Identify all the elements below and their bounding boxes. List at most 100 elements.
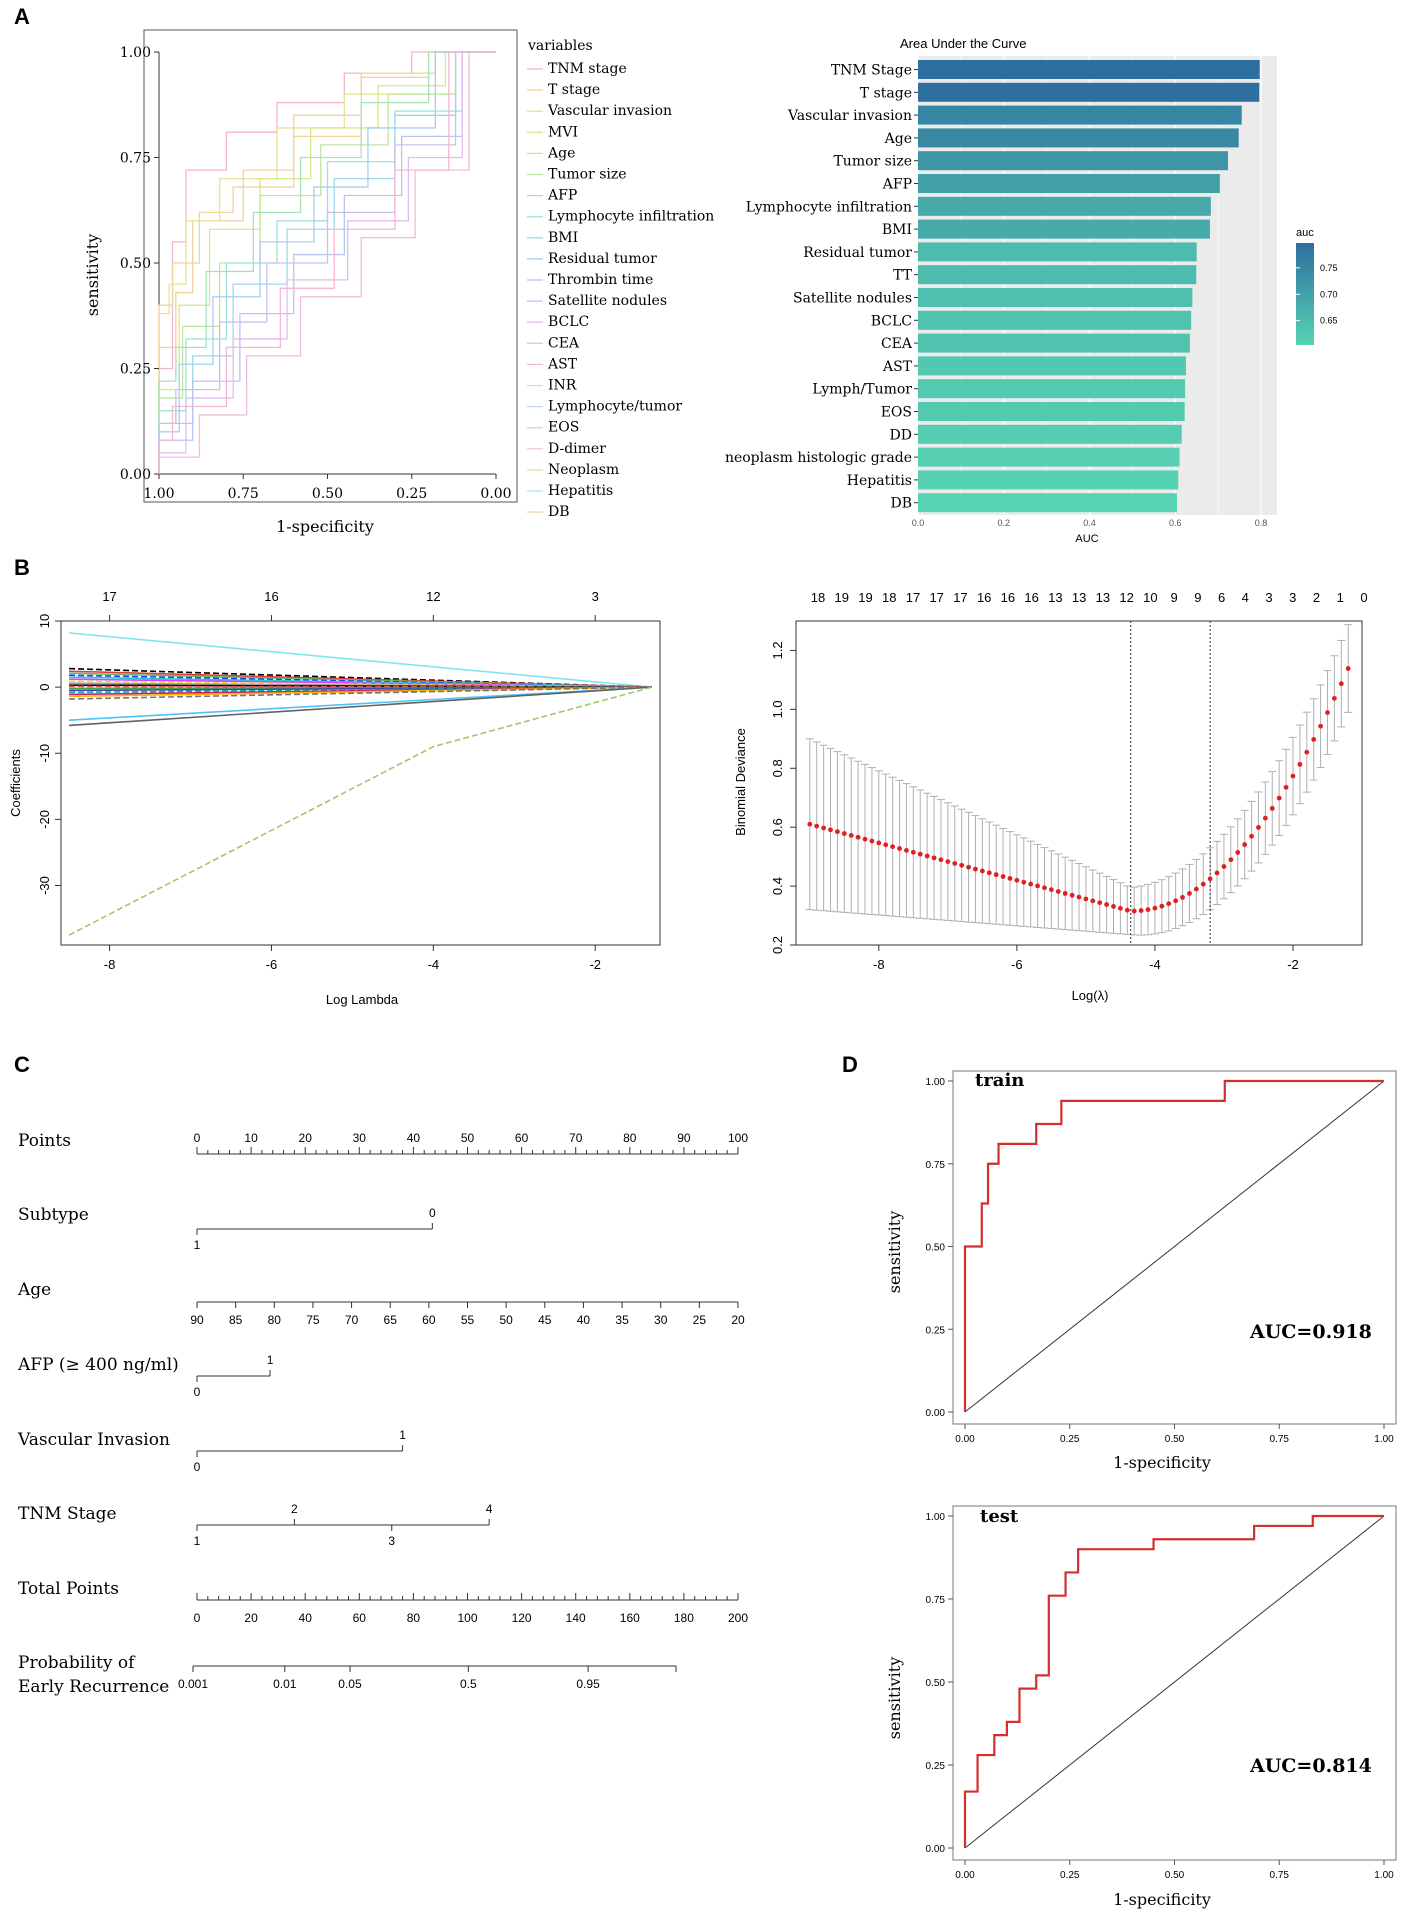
roc-legend: TNM stage T stage Vascular invasion MVI Age T… [527, 61, 714, 520]
train-auc-annotation: AUC=0.918 [1249, 1321, 1372, 1343]
cv-deviance-point [1111, 904, 1116, 909]
lasso-path [69, 667, 652, 688]
roc-x-tick-label: 0.25 [1060, 1434, 1080, 1445]
nomogram-tick-label: 2 [291, 1502, 298, 1516]
cv-x-tick-label: -2 [1287, 957, 1299, 972]
cv-x-tick-label: -6 [1011, 957, 1023, 972]
cv-deviance-point [1000, 874, 1006, 879]
roc-y-tick-label: 0.00 [926, 1844, 946, 1855]
lasso-x-tick-label: -4 [428, 957, 440, 972]
roc-curve [158, 51, 496, 474]
cv-deviance-point [1062, 890, 1068, 896]
cv-lambda-lines [1130, 621, 1211, 945]
nomogram-tick-label: 100 [728, 1131, 748, 1145]
cv-y-tick-label: 1.0 [770, 700, 785, 718]
roc-legend-entry: INR [548, 378, 577, 394]
auc-plot-background [918, 56, 1277, 515]
cv-deviance-point [945, 859, 951, 865]
auc-bar [918, 128, 1239, 148]
cv-deviance-point [1331, 695, 1337, 701]
cv-y-tick-label: 0.6 [770, 818, 785, 836]
cv-x-ticks: -8 -6 -4 -2 [873, 945, 1299, 972]
nomogram-tick-label: 25 [693, 1313, 707, 1327]
roc-y-tick-label: 0.25 [926, 1761, 946, 1772]
nomogram-tick-label: 80 [623, 1131, 637, 1145]
nomogram-tick-label: 60 [515, 1131, 529, 1145]
train-title: train [975, 1070, 1024, 1091]
lasso-y-tick-label: -30 [37, 876, 52, 895]
cv-deviance-point [1090, 898, 1096, 904]
nomogram-row-label-line: Probability of [18, 1653, 136, 1673]
lasso-y-tick-label: 0 [37, 684, 52, 691]
auc-x-ticks: 0.0 0.2 0.4 0.6 0.8 [912, 518, 1268, 528]
auc-category-labels: TNM Stage T stage Vascular invasion Age Tumo… [725, 63, 918, 512]
nomogram-tick-label: 160 [620, 1611, 640, 1625]
cv-deviance-point [1083, 896, 1089, 902]
nomogram-tick-label: 50 [499, 1313, 513, 1327]
cv-deviance-point [938, 857, 944, 863]
roc-curve [158, 51, 496, 474]
cv-deviance-point [986, 870, 992, 876]
cv-deviance-point [952, 861, 958, 866]
nomogram-row-label: Vascular Invasion [17, 1430, 170, 1450]
roc-y-tick-label: 0.50 [120, 256, 151, 272]
cv-deviance-point [835, 829, 840, 835]
lasso-path [69, 632, 652, 688]
cv-deviance-point [904, 847, 909, 853]
cv-deviance-point [869, 838, 875, 844]
cv-deviance-point [807, 821, 813, 827]
nomogram-tick-label: 0.95 [576, 1677, 600, 1691]
panel-label-c: C [14, 1052, 30, 1077]
nomogram-tick-label: 1 [194, 1238, 201, 1252]
roc-legend-entry: Satellite nodules [548, 293, 667, 309]
nomogram-tick-label: 10 [244, 1131, 258, 1145]
auc-category-label: Lymphocyte infiltration [746, 199, 912, 215]
cv-deviance-point [1180, 894, 1185, 900]
roc-legend-entry: D-dimer [548, 441, 606, 457]
auc-category-label: AFP [882, 177, 912, 193]
cv-deviance-point [828, 827, 833, 833]
cv-deviance-point [1276, 795, 1282, 801]
cv-plot-frame [795, 620, 1363, 946]
auc-bar [918, 356, 1186, 376]
lasso-top-tick-label: 17 [102, 589, 116, 604]
cv-deviance-point [1269, 805, 1275, 811]
cv-deviance-point [1166, 901, 1172, 907]
auc-bar [918, 333, 1190, 353]
cv-top-ticks: 18 19 19 18 17 17 17 16 16 16 13 13 13 12 10 9 9 6 4 3 3 2 1 0 [811, 590, 1368, 605]
cv-deviance-point [1069, 892, 1075, 898]
panel-d-train-roc-chart: 0.00 0.25 0.50 0.75 1.00 0.00 0.25 0.50 0.75 1.00… [885, 1070, 1397, 1472]
lasso-path [69, 685, 652, 688]
lasso-x-tick-label: -8 [104, 957, 116, 972]
roc-legend-entry: TNM stage [548, 61, 627, 77]
cv-top-tick-label: 16 [977, 590, 991, 605]
cv-deviance-point [855, 834, 861, 840]
nomogram-tick-label: 40 [407, 1131, 421, 1145]
auc-bar [918, 219, 1210, 239]
roc-curve [158, 51, 496, 474]
cv-deviance-point [1311, 737, 1317, 742]
roc-curve [158, 51, 496, 474]
lasso-top-tick-label: 12 [426, 589, 440, 604]
colorbar-ticks: 0.75 0.70 0.65 [1296, 263, 1338, 326]
cv-deviance-point [993, 872, 999, 878]
lasso-plot-frame [60, 620, 661, 946]
roc-x-tick-label: 0.50 [312, 486, 343, 502]
cv-top-tick-label: 1 [1337, 590, 1344, 605]
roc-y-tick-label: 0.00 [120, 467, 151, 483]
panel-a-roc-chart: 0.000.250.500.751.00 1.00 0.75 0.50 0.25 0.0… [83, 29, 714, 536]
nomogram-tick-label: 0.001 [178, 1677, 208, 1691]
cv-deviance-point [931, 855, 937, 861]
auc-bars [918, 60, 1260, 513]
cv-top-tick-label: 17 [953, 590, 967, 605]
roc-diagonal [964, 1515, 1385, 1849]
cv-deviance-point [890, 844, 896, 850]
auc-category-label: DB [890, 496, 912, 512]
nomogram-tick-label: 0 [429, 1206, 436, 1220]
cv-deviance-point [1235, 849, 1241, 855]
panel-label-a: A [14, 4, 30, 29]
roc-legend-entry: AST [547, 356, 578, 372]
lasso-path [69, 686, 652, 727]
roc-curve [158, 51, 496, 474]
auc-category-label: Satellite nodules [793, 291, 912, 307]
